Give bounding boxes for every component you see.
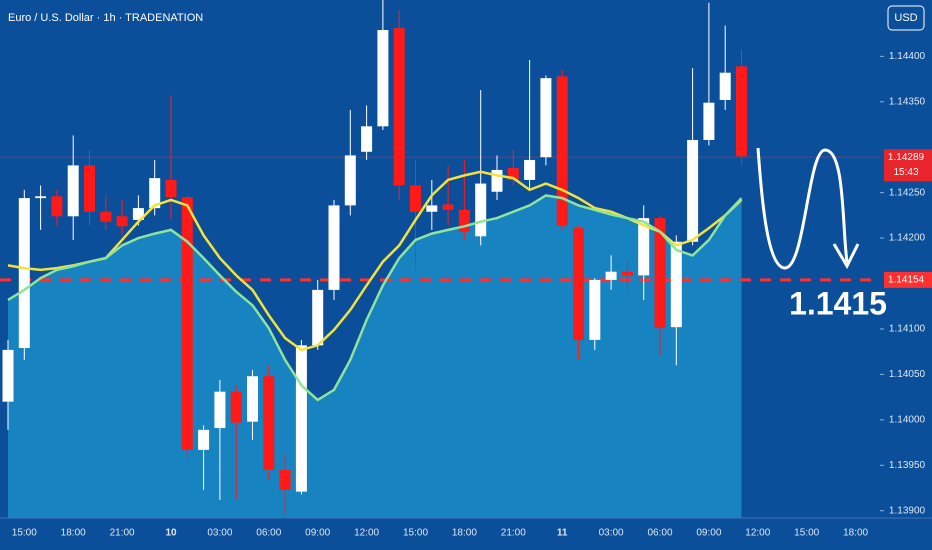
candle-body [181,197,193,450]
x-tick-label: 03:00 [599,528,624,539]
candle-body [393,28,405,186]
candle-body [426,205,438,212]
candle-body [605,271,617,280]
candle-body [279,469,291,490]
x-tick-label: 18:00 [843,528,868,539]
price-label-box [884,149,932,182]
chart-title: Euro / U.S. Dollar · 1h · TRADENATION [8,12,203,24]
candle-body [116,216,128,227]
x-tick-label: 15:00 [794,528,819,539]
candle-body [67,165,79,217]
candle-body [361,126,373,152]
x-tick-label: 06:00 [647,528,672,539]
candle-body [165,179,177,198]
candle-body [556,76,568,226]
candle-body [410,185,421,212]
candle-body [736,66,747,157]
candle-body [100,211,112,222]
x-tick-label: 18:00 [61,528,86,539]
moving-average [7,170,743,352]
candle-body [589,279,601,340]
candle-body [230,391,242,423]
x-tick-label: 15:00 [403,528,428,539]
candle-body [18,198,30,349]
y-tick-label: 1.14250 [889,187,926,198]
x-tick-label: 09:00 [305,528,330,539]
x-tick-label: 06:00 [256,528,281,539]
currency-button[interactable] [887,5,925,31]
candle-body [84,165,95,212]
y-tick-label: 1.14000 [889,414,926,425]
candle-body [491,169,503,192]
forecast-arrow [756,147,849,270]
candle-body [132,208,144,220]
y-tick-label: 1.14100 [889,324,926,335]
candle-body [377,29,389,127]
candle-body [703,102,715,140]
candle-body [263,376,275,470]
candle-body [2,349,14,402]
arrow-head [832,243,860,270]
x-tick-label: 11 [557,528,568,539]
candle-body [442,204,454,210]
candle-body [312,289,324,346]
y-tick-label: 1.14350 [889,96,926,107]
candle-body [638,218,650,276]
y-tick-label: 1.13950 [889,460,926,471]
x-tick-label: 21:00 [501,528,526,539]
candle-body [621,271,633,276]
candle-body [295,345,307,492]
x-tick-label: 18:00 [452,528,477,539]
y-tick-label: 1.14200 [889,233,926,244]
candle-body [51,196,63,217]
candle-body [540,78,552,158]
candle-body [475,183,487,237]
candle-body [149,178,161,209]
candle-body [654,218,666,329]
x-tick-label: 12:00 [745,528,770,539]
countdown-label: 15:43 [893,167,918,178]
candle-body [247,376,258,422]
candle-body [458,209,470,232]
candle-body [328,205,340,290]
price-label-box [884,271,932,288]
candle-body [507,168,519,180]
candle-body [687,139,699,242]
currency-label: USD [894,12,917,24]
annotation: 1.1415 [789,285,887,321]
candle-body [719,72,731,100]
price-label: 1.14154 [888,275,925,286]
candle-body [524,159,536,180]
x-tick-label: 21:00 [110,528,135,539]
candle-body [344,155,356,206]
y-tick-label: 1.14050 [889,369,926,380]
y-tick-label: 1.14400 [889,51,926,62]
candle-body [573,228,584,340]
x-tick-label: 03:00 [207,528,232,539]
price-label: 1.14289 [888,152,925,163]
candle-body [670,241,682,328]
x-tick-label: 10 [165,528,177,539]
candle-body [214,391,226,429]
x-tick-label: 12:00 [354,528,379,539]
x-tick-label: 15:00 [12,528,37,539]
candle-body [198,429,210,450]
y-tick-label: 1.13900 [889,505,926,516]
x-tick-label: 09:00 [696,528,721,539]
moving-average [7,194,743,402]
candle-body [35,196,47,199]
